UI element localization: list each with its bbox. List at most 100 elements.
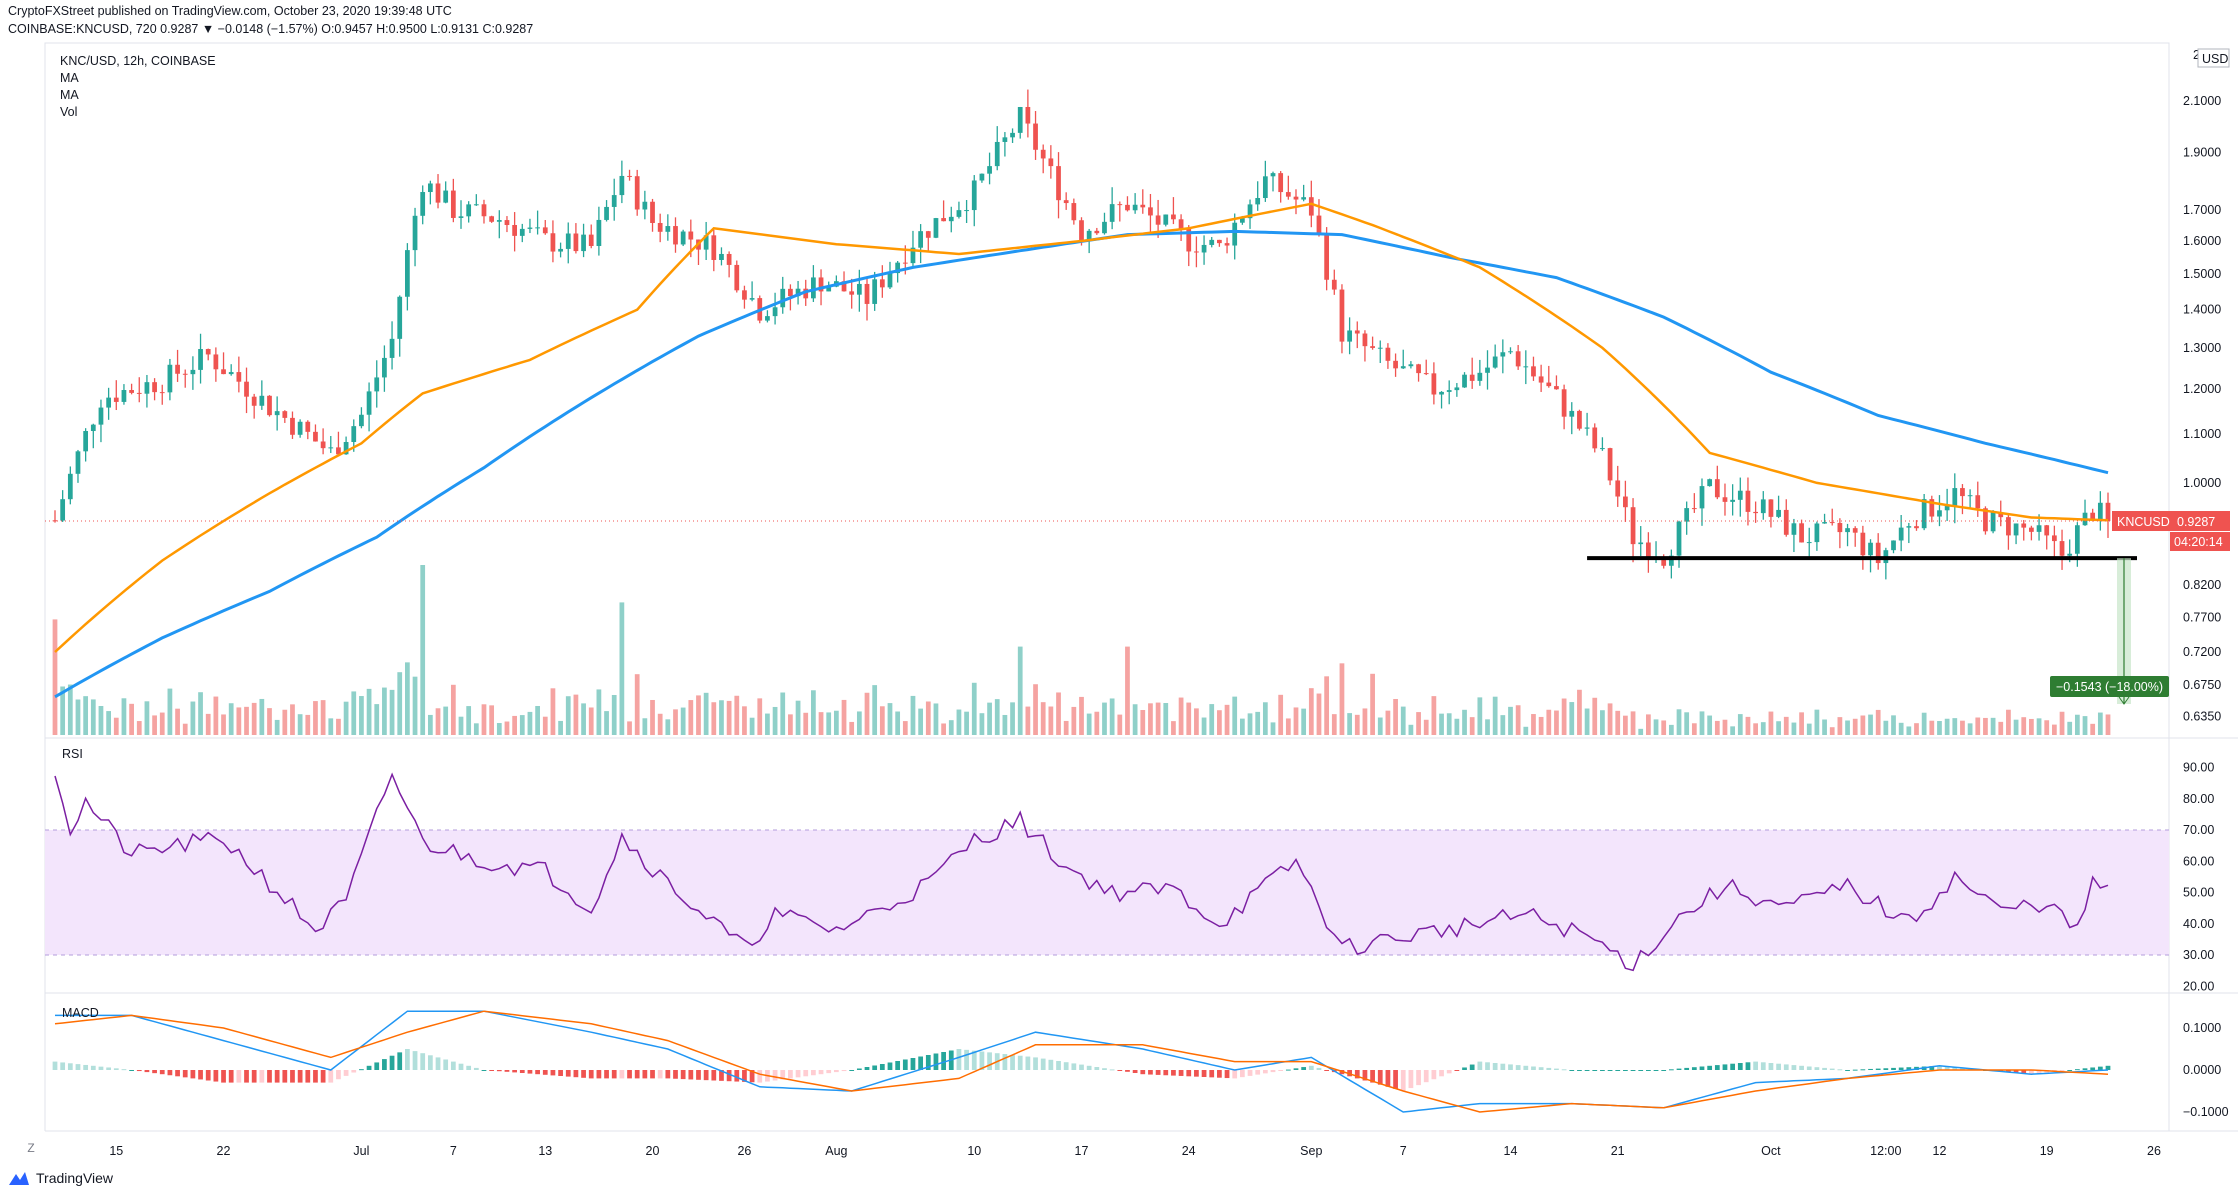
macd-hist-bar (328, 1070, 334, 1083)
volume-bar (1722, 719, 1728, 735)
volume-bar (1217, 710, 1222, 735)
candle (1906, 522, 1912, 544)
candle (420, 185, 426, 225)
volume-bar (565, 696, 571, 735)
rsi-axis[interactable]: 90.00 80.00 70.00 60.00 50.00 40.00 30.00 20.00 (2183, 761, 2214, 994)
legend-ma-slow[interactable]: MA (60, 88, 79, 102)
measure-tool[interactable]: −0.1543 (−18.00%) (2050, 558, 2169, 705)
macd-hist-bar (719, 1070, 724, 1081)
macd-hist-bar (1783, 1064, 1789, 1070)
candle (1837, 518, 1843, 549)
volume-bar (1155, 702, 1161, 735)
candle (1699, 478, 1705, 526)
volume-bar (588, 707, 594, 735)
macd-hist-bar (75, 1064, 81, 1070)
candle (1607, 447, 1613, 486)
candle (205, 348, 211, 361)
price-axis-tick: 0.7700 (2183, 611, 2221, 625)
volume-bar (297, 714, 303, 735)
tradingview-logo[interactable]: TradingView (8, 1170, 113, 1186)
candle (466, 201, 472, 223)
price-axis[interactable]: 2.1000 1.9000 1.7000 1.6000 1.5000 1.4000 1.30… (2183, 94, 2221, 724)
time-axis-tick: Oct (1761, 1144, 1781, 1158)
candle (588, 224, 594, 249)
candle (1040, 144, 1046, 174)
volume-bar (1293, 707, 1299, 735)
volume-bar (1799, 712, 1804, 735)
candle (274, 396, 280, 431)
volume-bar (1002, 714, 1008, 735)
legend-ma-fast[interactable]: MA (60, 71, 79, 85)
time-axis[interactable]: 15 22 Jul 7 13 20 26 Aug 10 17 24 Sep 7 14 21 Oct 12:00 1… (109, 1144, 2161, 1158)
candle (604, 200, 609, 222)
candle (1768, 499, 1774, 528)
macd-hist-bar (535, 1070, 540, 1075)
candle (765, 310, 770, 323)
candle (113, 380, 119, 411)
rsi-axis-tick: 40.00 (2183, 917, 2214, 931)
volume-bar (1477, 697, 1483, 735)
macd-hist-bar (703, 1070, 709, 1081)
macd-axis-tick: 0.0000 (2183, 1063, 2221, 1077)
volume-bar (1523, 726, 1529, 735)
macd-hist-bar (558, 1070, 563, 1076)
volume-bar (1400, 706, 1406, 735)
macd-hist-bar (1232, 1070, 1238, 1079)
candle (703, 221, 709, 260)
candle (389, 321, 395, 370)
volume-bar (1079, 696, 1084, 735)
macd-hist-bar (1577, 1070, 1582, 1071)
rsi-axis-tick: 80.00 (2183, 792, 2214, 806)
volume-bar (1661, 720, 1667, 735)
volume-bar (2044, 720, 2050, 735)
candle (535, 210, 540, 235)
measure-arrowhead (2118, 696, 2130, 705)
volume-bar (887, 703, 893, 735)
macd-axis[interactable]: 0.1000 0.0000 −0.1000 (2183, 1021, 2229, 1119)
legend-volume[interactable]: Vol (60, 105, 78, 119)
candle (1531, 356, 1536, 381)
macd-hist-bar (1776, 1063, 1781, 1070)
zoom-icon[interactable]: Z (27, 1141, 35, 1155)
rsi-axis-tick: 50.00 (2183, 886, 2214, 900)
measure-label: −0.1543 (−18.00%) (2056, 680, 2163, 694)
volume-bar (1623, 715, 1628, 735)
time-axis-tick: 12:00 (1870, 1144, 1901, 1158)
volume-bar (749, 717, 755, 735)
volume-bar (2021, 717, 2027, 735)
currency-box[interactable]: 2 USD (2193, 48, 2230, 68)
candle (1194, 236, 1199, 268)
candle (1799, 519, 1804, 543)
volume-bar (765, 713, 770, 735)
candle (1132, 193, 1138, 214)
candle (964, 200, 969, 224)
time-axis-tick: 21 (1611, 1144, 1625, 1158)
candle (1921, 494, 1927, 531)
candle (1707, 478, 1713, 487)
volume-bar (412, 676, 418, 735)
macd-hist-bar (1255, 1070, 1261, 1075)
volume-bar (1914, 723, 1919, 735)
volume-bar (121, 698, 127, 735)
macd-hist-bar (1270, 1070, 1276, 1073)
candle (1255, 181, 1261, 211)
candle (1285, 175, 1291, 200)
volume-bar (1354, 714, 1360, 735)
candle (2082, 499, 2088, 526)
macd-hist-bar (443, 1059, 449, 1070)
macd-hist-bar (841, 1070, 847, 1072)
volume-bar (221, 714, 226, 735)
macd-hist-bar (1102, 1068, 1107, 1070)
time-axis-tick: Sep (1300, 1144, 1322, 1158)
candle (1201, 235, 1207, 265)
macd-hist-bar (1477, 1061, 1483, 1070)
candle (1783, 499, 1789, 537)
volume-bar (512, 715, 518, 735)
volume-bar (190, 701, 196, 735)
candle (2013, 523, 2019, 545)
macd-label: MACD (62, 1006, 99, 1020)
price-axis-tick: 1.4000 (2183, 303, 2221, 317)
legend-symbol[interactable]: KNC/USD, 12h, COINBASE (60, 54, 216, 68)
macd-hist-bar (67, 1063, 73, 1070)
